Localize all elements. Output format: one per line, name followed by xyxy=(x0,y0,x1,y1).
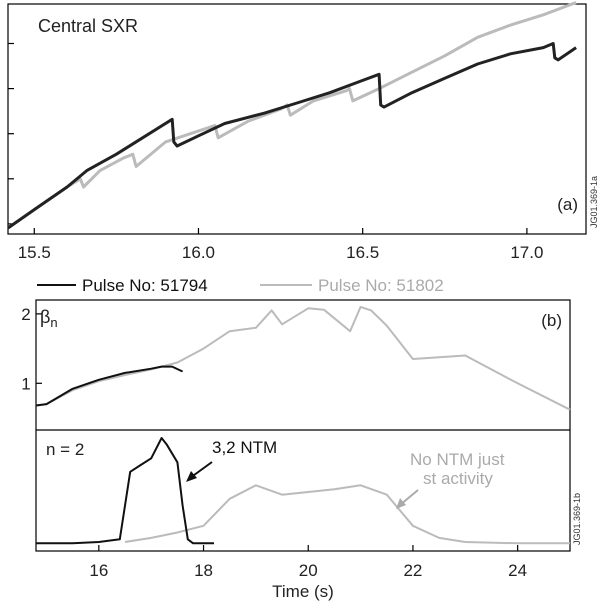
annotation-no-ntm-2: st activity xyxy=(423,469,493,488)
panel-a-series-gray xyxy=(7,1,577,230)
panel-b-lower-series xyxy=(36,437,570,545)
panel-b-series xyxy=(35,305,571,411)
panel-b-x-tick-label: 20 xyxy=(299,561,318,580)
legend-label-51794: Pulse No: 51794 xyxy=(82,276,208,295)
x-axis-label: Time (s) xyxy=(272,582,334,601)
beta-series-51794 xyxy=(35,365,184,407)
panel-b-x-tick-label: 16 xyxy=(89,561,108,580)
annotation-no-ntm-1: No NTM just xyxy=(410,450,505,469)
panel-b-x-tick-label: 22 xyxy=(403,561,422,580)
panel-b-x-tick-label: 18 xyxy=(194,561,213,580)
annotation-3-2-ntm: 3,2 NTM xyxy=(212,438,277,457)
panel-b-y-tick-label: 2 xyxy=(21,305,30,324)
panel-a-title: Central SXR xyxy=(38,16,138,36)
panel-b-label: (b) xyxy=(541,311,562,330)
beta-symbol: βn xyxy=(40,307,58,330)
legend: Pulse No: 51794 Pulse No: 51802 xyxy=(37,276,444,295)
panel-a-figure-id: JG01.369-1a xyxy=(589,176,599,228)
panel-b-y-ticks: 12 xyxy=(21,305,42,393)
panel-a-series-black xyxy=(7,42,577,230)
n2-series-51802 xyxy=(124,484,570,545)
panel-a-x-tick-label: 15.5 xyxy=(18,243,51,262)
panel-a-frame xyxy=(7,3,587,235)
panel-b-frame xyxy=(35,299,571,552)
panel-b-x-tick-label: 24 xyxy=(508,561,527,580)
annotation-3-2-ntm-arrowhead xyxy=(186,471,197,482)
beta-subscript: n xyxy=(50,315,57,330)
panel-b-figure-id: JG01.369-1b xyxy=(572,493,582,545)
panel-a-x-tick-label: 16.0 xyxy=(182,243,215,262)
panel-a-x-tick-label: 16.5 xyxy=(346,243,379,262)
panel-b-x-ticks: 16 18 20 22 24 xyxy=(89,545,527,580)
n-equals-2-label: n = 2 xyxy=(46,440,84,459)
legend-label-51802: Pulse No: 51802 xyxy=(318,276,444,295)
beta-series-51802 xyxy=(35,305,571,411)
panel-a-label: (a) xyxy=(557,195,578,214)
panel-a-y-ticks xyxy=(8,42,14,225)
panel-a-x-ticks: 15.5 16.0 16.5 17.0 xyxy=(18,228,543,262)
panel-b-y-tick-label: 1 xyxy=(21,374,30,393)
panel-a-x-tick-label: 17.0 xyxy=(510,243,543,262)
annotation-no-ntm-arrowhead xyxy=(396,498,406,509)
n2-series-51794 xyxy=(36,437,214,545)
panel-a-series xyxy=(7,1,577,230)
